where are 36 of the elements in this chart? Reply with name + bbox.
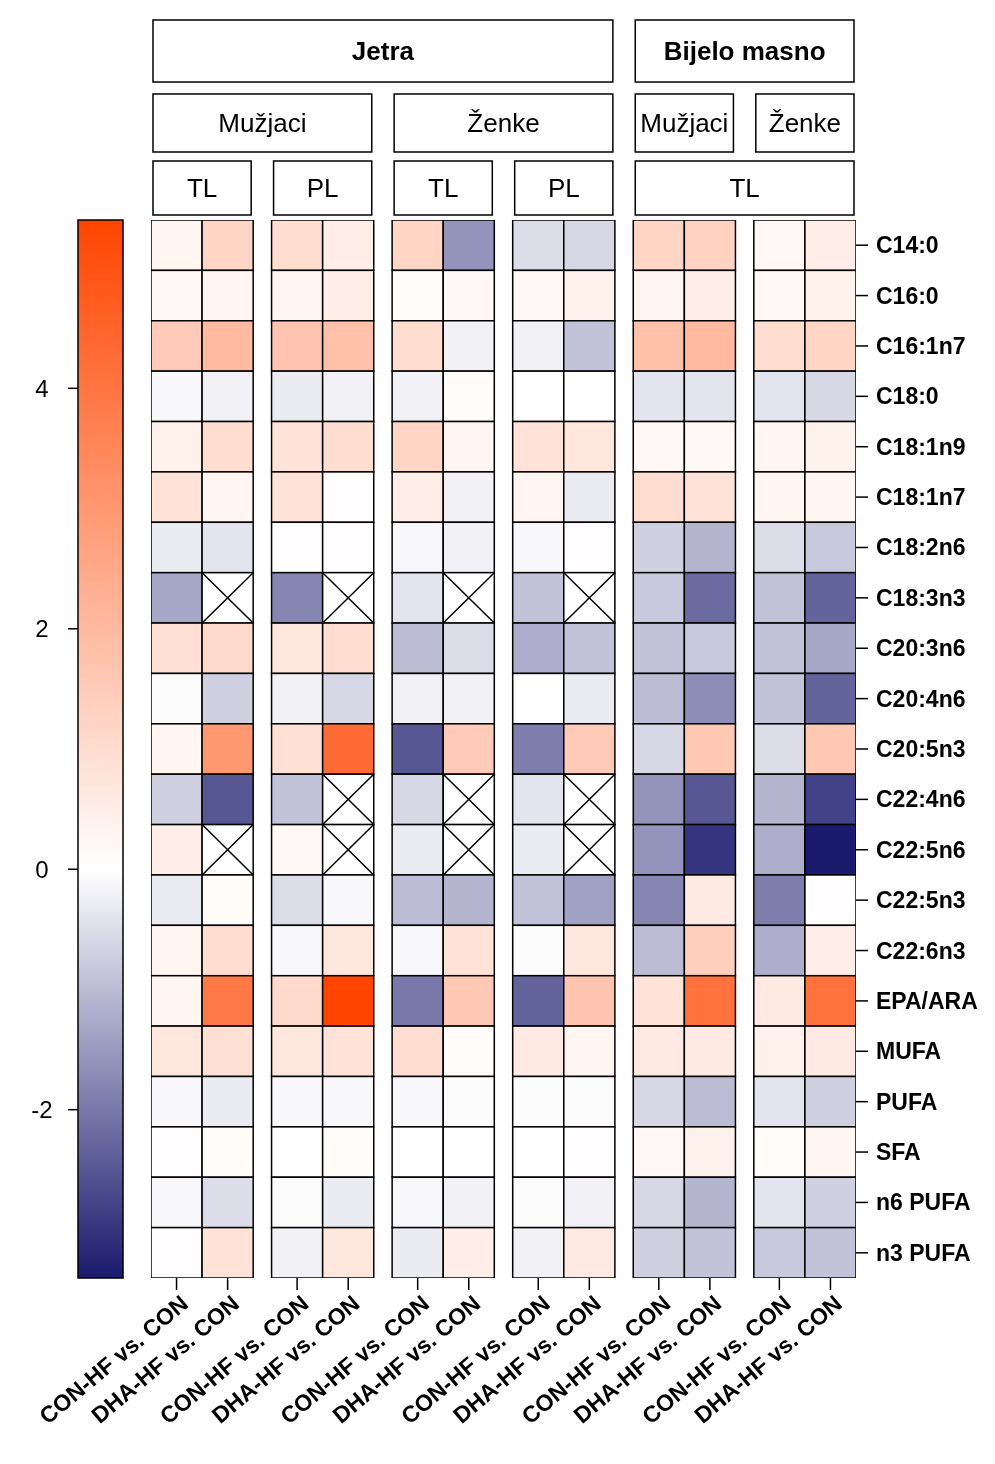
y-tick-label: C20:5n3 [876, 736, 966, 762]
color-bar-label: 0 [35, 855, 49, 883]
y-tick-label: C22:4n6 [876, 786, 966, 813]
color-bar-label: -2 [31, 1096, 53, 1124]
y-tick-label: C16:1n7 [876, 332, 966, 359]
y-tick-label: n6 PUFA [876, 1189, 971, 1216]
y-tick-label: SFA [876, 1139, 921, 1166]
y-tick-label: EPA/ARA [876, 987, 978, 1014]
color-bar-label: 4 [35, 374, 49, 402]
y-tick-label: C22:6n3 [876, 937, 966, 964]
text: PL [547, 173, 580, 203]
text: Jetra [351, 36, 415, 66]
text: TL [186, 173, 218, 203]
y-tick-label: C22:5n3 [876, 887, 966, 914]
text: Bijelo masno [663, 36, 826, 66]
y-tick-label: C18:1n9 [876, 433, 966, 460]
text: Ženke [467, 108, 540, 138]
text: Ženke [768, 108, 842, 138]
color-bar-label: 2 [35, 615, 49, 643]
y-tick-label: C22:5n6 [876, 836, 966, 863]
y-tick-label: PUFA [876, 1088, 938, 1115]
y-tick-label: C16:0 [876, 282, 939, 309]
text: Mužjaci [218, 108, 307, 138]
y-tick-label: C18:3n3 [876, 584, 966, 611]
text: TL [428, 173, 459, 203]
y-tick-label: C18:2n6 [876, 534, 966, 561]
y-tick-label: C18:1n7 [876, 484, 966, 511]
y-tick-label: C18:0 [876, 383, 939, 410]
text: TL [729, 173, 760, 203]
text: Mužjaci [640, 108, 729, 138]
y-tick-label: MUFA [876, 1038, 942, 1065]
y-tick-label: C14:0 [876, 232, 939, 259]
text: PL [306, 173, 339, 203]
y-tick-label: C20:4n6 [876, 685, 966, 712]
y-tick-label: C20:3n6 [876, 635, 966, 662]
y-tick-label: n3 PUFA [876, 1239, 971, 1266]
